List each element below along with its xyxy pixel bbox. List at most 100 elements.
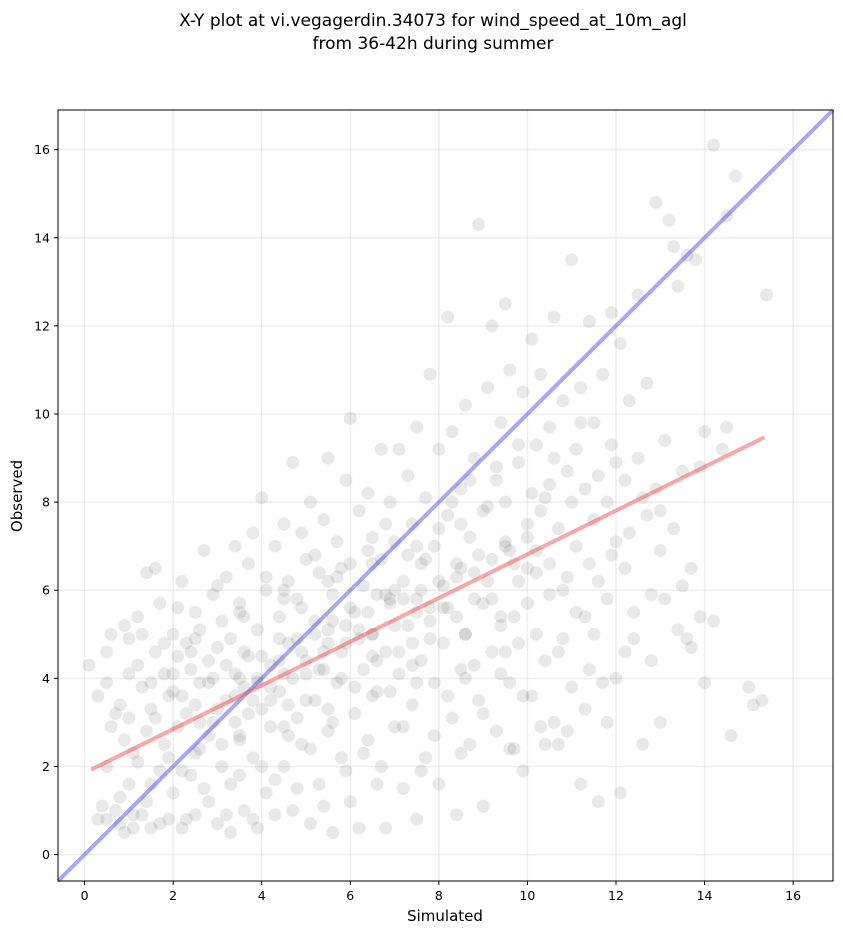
scatter-point: [516, 385, 530, 399]
scatter-point: [556, 632, 570, 646]
scatter-point: [405, 698, 419, 712]
scatter-point: [582, 663, 596, 676]
scatter-point: [219, 808, 233, 822]
scatter-point: [179, 812, 193, 826]
scatter-point: [166, 667, 180, 681]
scatter-point: [600, 592, 614, 606]
scatter-point: [365, 689, 379, 703]
scatter-point: [113, 817, 127, 831]
scatter-point: [631, 451, 645, 465]
identity-line: [56, 108, 835, 883]
scatter-point: [299, 693, 313, 707]
scatter-point: [326, 826, 340, 839]
scatter-point: [414, 654, 428, 668]
scatter-point: [228, 715, 242, 729]
scatter-point: [334, 751, 348, 765]
scatter-point: [450, 808, 464, 822]
scatter-point: [454, 746, 468, 760]
scatter-point: [445, 425, 459, 439]
scatter-point: [472, 218, 486, 231]
scatter-point: [627, 605, 641, 619]
y-axis-ticks: 0 2 4 6 8 10 12 14 16: [34, 142, 58, 862]
scatter-point: [458, 627, 472, 641]
scatter-point: [255, 491, 269, 505]
scatter-point: [419, 552, 433, 566]
scatter-point: [117, 733, 131, 747]
scatter-point: [290, 592, 304, 606]
scatter-point: [109, 707, 123, 721]
scatter-point: [334, 671, 348, 685]
scatter-point: [569, 539, 583, 553]
scatter-point: [441, 601, 455, 615]
scatter-point: [188, 605, 202, 619]
scatter-point: [202, 729, 216, 743]
scatter-point: [454, 663, 468, 676]
scatter-point: [277, 583, 291, 597]
scatter-point: [117, 619, 131, 632]
scatter-point: [303, 817, 317, 831]
scatter-point: [423, 367, 437, 381]
scatter-point: [543, 557, 557, 571]
scatter-point: [551, 522, 565, 535]
x-axis-ticks: 0 2 4 6 8 10 12 14 16: [81, 881, 801, 903]
scatter-point: [215, 737, 229, 751]
scatter-point: [277, 760, 291, 773]
scatter-point: [760, 288, 774, 302]
scatter-point: [742, 680, 756, 694]
scatter-point: [414, 764, 428, 778]
scatter-point: [348, 707, 362, 721]
scatter-point: [512, 456, 526, 469]
scatter-point: [383, 592, 397, 606]
scatter-point: [538, 737, 552, 751]
y-tick-label: 2: [42, 759, 50, 774]
scatter-point: [228, 667, 242, 681]
scatter-point: [463, 530, 477, 544]
scatter-point: [609, 456, 623, 469]
scatter-point: [662, 213, 676, 227]
scatter-point: [140, 795, 154, 809]
scatter-point: [454, 482, 468, 496]
scatter-point: [379, 821, 393, 835]
scatter-point: [131, 658, 145, 672]
scatter-point: [396, 720, 410, 734]
scatter-point: [122, 667, 136, 681]
scatter-point: [560, 570, 574, 584]
scatter-point: [432, 442, 446, 456]
scatter-point: [423, 614, 437, 628]
scatter-point: [640, 376, 654, 390]
scatter-point: [131, 755, 145, 769]
scatter-point: [148, 561, 162, 575]
scatter-point: [481, 500, 495, 513]
scatter-point: [148, 711, 162, 725]
scatter-point: [383, 685, 397, 699]
scatter-point: [547, 451, 561, 465]
scatter-point: [135, 808, 149, 822]
scatter-point: [272, 610, 286, 624]
scatter-point: [334, 561, 348, 575]
scatter-point: [715, 442, 729, 456]
scatter-point: [644, 588, 658, 602]
scatter-point: [272, 654, 286, 668]
scatter-point: [698, 676, 712, 690]
scatter-point: [383, 596, 397, 610]
scatter-point: [264, 693, 278, 707]
scatter-point: [113, 698, 127, 712]
scatter-point: [184, 645, 198, 659]
scatter-point: [392, 645, 406, 659]
scatter-point: [140, 724, 154, 738]
scatter-point: [361, 605, 375, 619]
scatter-point: [587, 416, 601, 430]
scatter-point: [330, 570, 344, 584]
scatter-point: [312, 777, 326, 791]
scatter-point: [365, 557, 379, 571]
scatter-point: [264, 720, 278, 734]
scatter-point: [467, 451, 481, 465]
scatter-point: [591, 574, 605, 588]
scatter-point: [175, 574, 189, 588]
scatter-point: [543, 588, 557, 602]
scatter-point: [476, 707, 490, 721]
scatter-point: [538, 491, 552, 505]
scatter-point: [321, 702, 335, 716]
scatter-point: [343, 411, 357, 425]
x-tick-label: 6: [346, 888, 354, 903]
